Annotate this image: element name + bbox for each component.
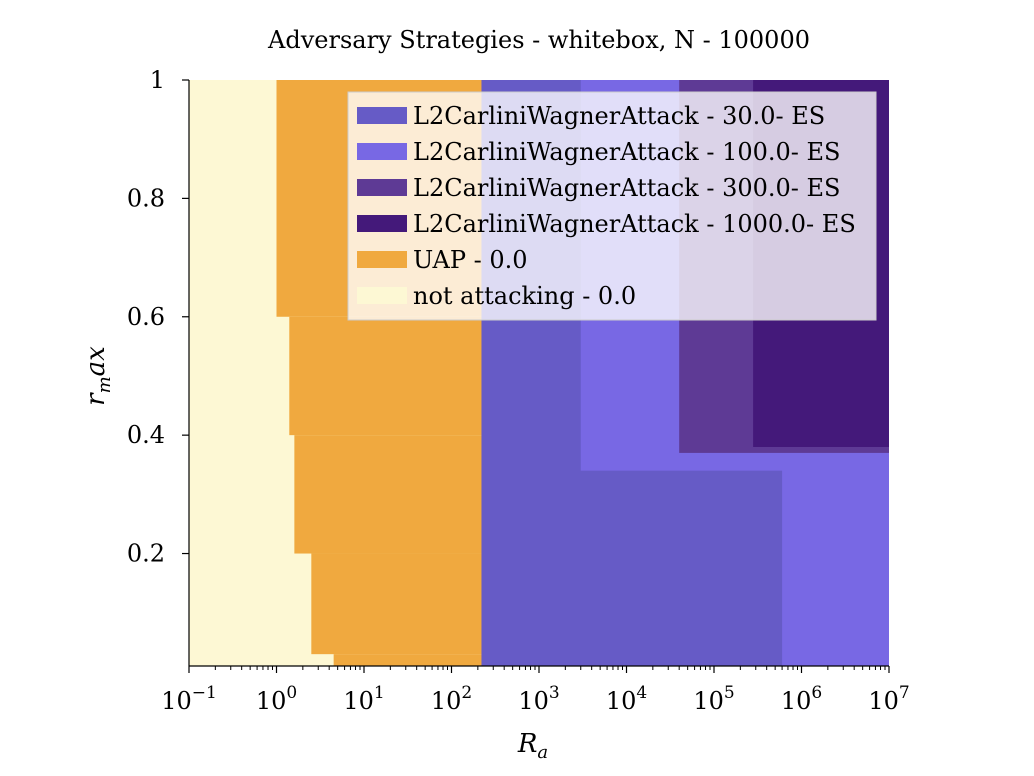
region-5 — [333, 654, 488, 666]
x-tick-label-0: 10−1 — [161, 683, 217, 715]
legend-swatch-5 — [357, 287, 407, 304]
x-tick-label-6: 105 — [693, 683, 734, 715]
legend-label-1: L2CarliniWagnerAttack - 100.0- ES — [413, 138, 841, 166]
x-tick-label-5: 104 — [606, 683, 647, 715]
y-tick-label-2: 0.6 — [127, 303, 165, 331]
region-3 — [294, 435, 488, 554]
y-tick-label-0: 0.2 — [127, 540, 165, 568]
legend-label-5: not attacking - 0.0 — [413, 282, 636, 310]
region-8 — [782, 452, 889, 666]
x-tick-label-1: 100 — [256, 683, 297, 715]
legend-swatch-0 — [357, 107, 407, 124]
y-tick-label-4: 1 — [150, 66, 165, 94]
ticks: 10−1 100 101 102 103 104 105 106 107 0.2 0.4 0.6 0.8… — [127, 66, 910, 715]
x-tick-label-7: 106 — [781, 683, 822, 715]
y-tick-label-1: 0.4 — [127, 421, 165, 449]
x-tick-label-8: 107 — [868, 683, 909, 715]
x-axis-title: Ra — [517, 729, 548, 763]
legend-label-2: L2CarliniWagnerAttack - 300.0- ES — [413, 174, 841, 202]
x-tick-label-3: 102 — [431, 683, 472, 715]
y-tick-label-3: 0.8 — [127, 184, 165, 212]
legend-swatch-2 — [357, 179, 407, 196]
legend-swatch-3 — [357, 215, 407, 232]
legend-label-4: UAP - 0.0 — [413, 246, 528, 274]
legend-swatch-1 — [357, 143, 407, 160]
x-tick-label-4: 103 — [518, 683, 559, 715]
legend-box — [347, 91, 877, 321]
region-2 — [289, 316, 488, 436]
region-4 — [311, 553, 488, 655]
chart-title: Adversary Strategies - whitebox, N - 100… — [267, 26, 810, 54]
legend-swatch-4 — [357, 251, 407, 268]
y-axis-title: rmax — [81, 346, 115, 406]
legend-label-3: L2CarliniWagnerAttack - 1000.0- ES — [413, 210, 856, 238]
legend-label-0: L2CarliniWagnerAttack - 30.0- ES — [413, 102, 825, 130]
x-tick-label-2: 101 — [343, 683, 384, 715]
legend: L2CarliniWagnerAttack - 30.0- ES L2Carlin… — [347, 91, 877, 321]
